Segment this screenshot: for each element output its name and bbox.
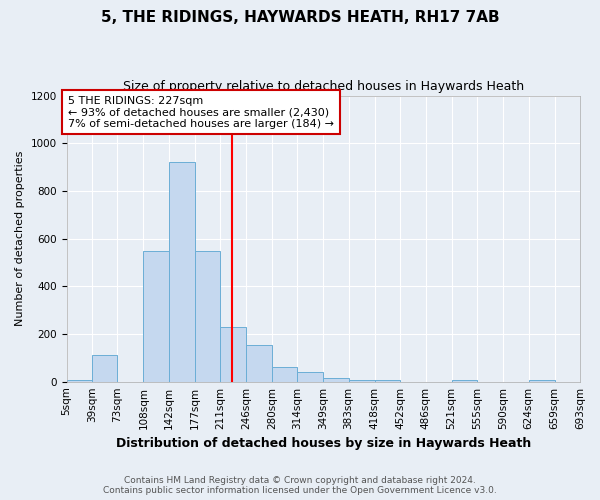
Text: 5, THE RIDINGS, HAYWARDS HEATH, RH17 7AB: 5, THE RIDINGS, HAYWARDS HEATH, RH17 7AB [101,10,499,25]
Bar [143,250,169,382]
Bar [349,380,375,382]
Bar [67,380,92,382]
Text: 5 THE RIDINGS: 227sqm
← 93% of detached houses are smaller (2,430)
7% of semi-de: 5 THE RIDINGS: 227sqm ← 93% of detached … [68,96,334,129]
Bar [375,380,400,382]
Title: Size of property relative to detached houses in Haywards Heath: Size of property relative to detached ho… [123,80,524,93]
Bar [529,380,554,382]
Bar [220,327,247,382]
Y-axis label: Number of detached properties: Number of detached properties [15,151,25,326]
Bar [323,378,349,382]
Bar [195,250,220,382]
Text: Contains HM Land Registry data © Crown copyright and database right 2024.
Contai: Contains HM Land Registry data © Crown c… [103,476,497,495]
Bar [169,162,195,382]
Bar [297,372,323,382]
Bar [452,380,477,382]
Bar [272,368,297,382]
X-axis label: Distribution of detached houses by size in Haywards Heath: Distribution of detached houses by size … [116,437,531,450]
Bar [92,356,117,382]
Bar [247,344,272,382]
